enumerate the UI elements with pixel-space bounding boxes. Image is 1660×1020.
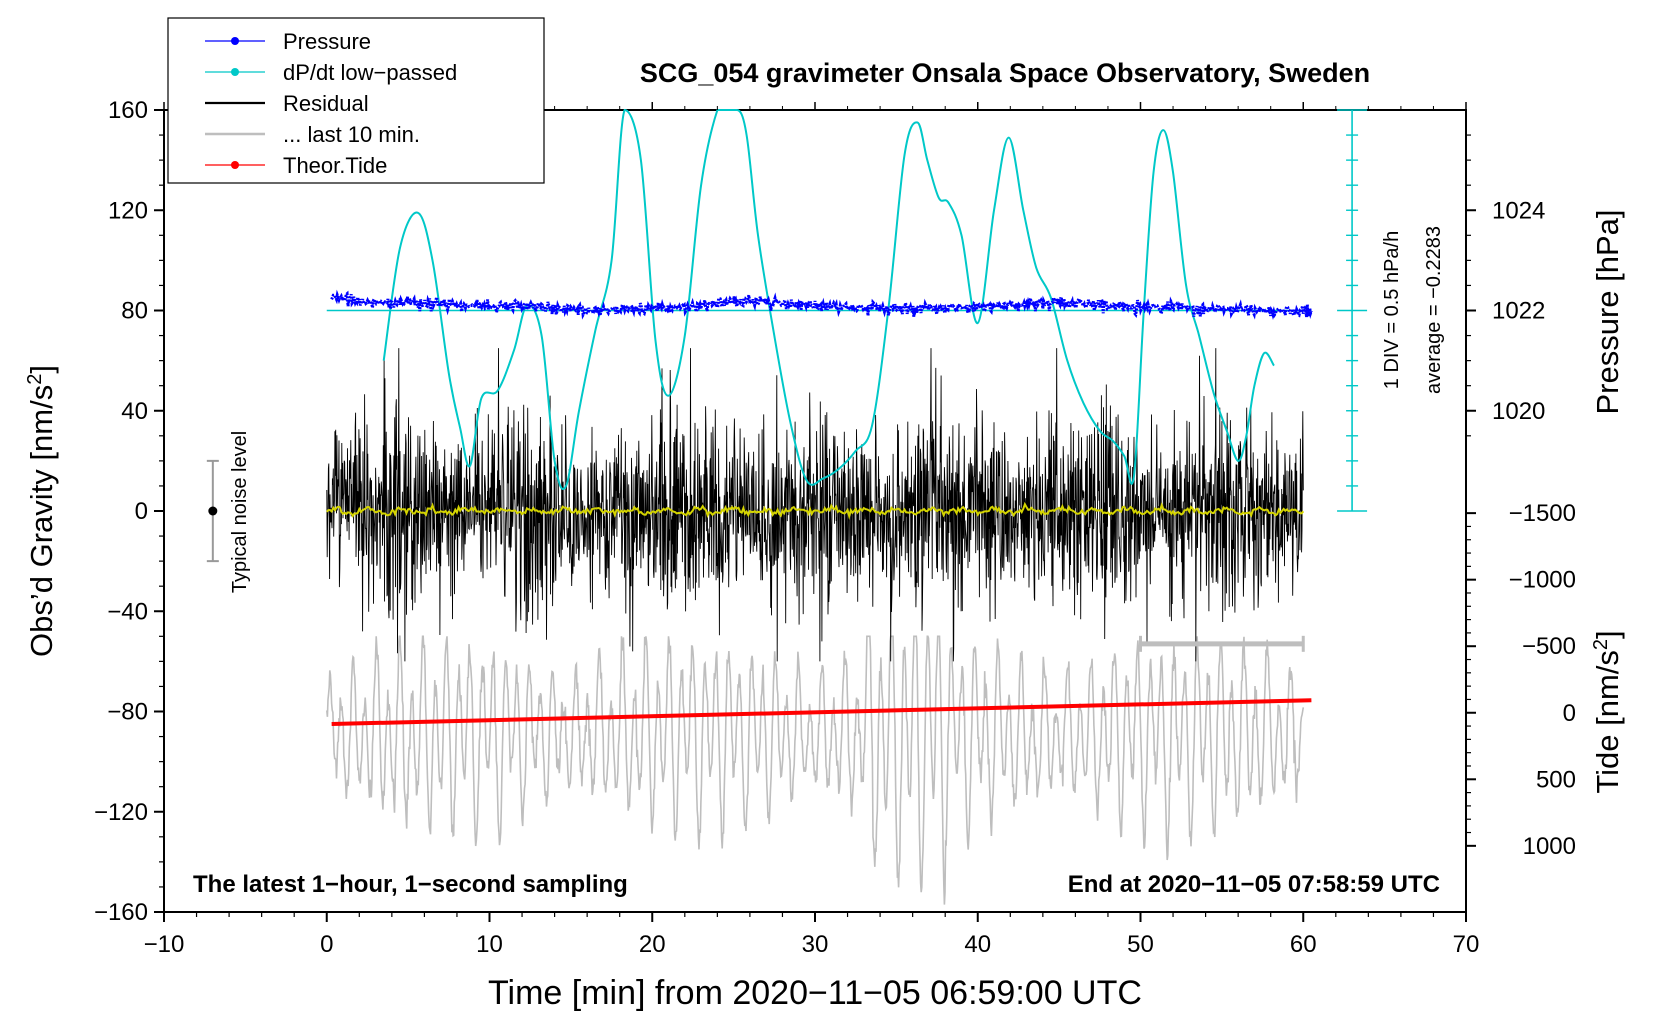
y-axis-tide: 1000 500 0 −500 −1000 −1500 xyxy=(1466,500,1576,860)
x-tick-label: 70 xyxy=(1453,931,1480,958)
last-10-min-series xyxy=(326,635,1305,905)
residual-line xyxy=(326,348,1304,662)
pressure-line xyxy=(330,289,1313,320)
x-tick-label: 20 xyxy=(639,931,666,958)
y-tick-label: 40 xyxy=(121,398,148,425)
legend-label: dP/dt low−passed xyxy=(283,60,457,85)
bottom-right-note: End at 2020−11−05 07:58:59 UTC xyxy=(1068,871,1440,898)
x-tick-label: 50 xyxy=(1127,931,1154,958)
legend-box xyxy=(167,17,545,184)
x-tick-label: 40 xyxy=(964,931,991,958)
y-axis-label-tide: Tide [nm/s2] xyxy=(1590,630,1625,793)
div-label: 1 DIV = 0.5 hPa/h xyxy=(1381,231,1403,389)
tide-tick-label: −500 xyxy=(1522,633,1576,660)
y-axis-label-gravity: Obs’d Gravity [nm/s2] xyxy=(24,365,59,657)
y-tick-label: −120 xyxy=(94,799,148,826)
x-axis-label: Time [min] from 2020−11−05 06:59:00 UTC xyxy=(488,974,1142,1012)
tide-tick-label: −1000 xyxy=(1509,567,1576,594)
x-tick-label: 30 xyxy=(802,931,829,958)
y-tick-label: −80 xyxy=(107,699,148,726)
legend-marker xyxy=(231,68,239,76)
y-tick-label: −160 xyxy=(94,899,148,926)
y-tick-label: 160 xyxy=(108,97,148,124)
annotations xyxy=(206,109,1368,652)
tide-tick-label: −1500 xyxy=(1509,500,1576,527)
legend-label: ... last 10 min. xyxy=(283,122,420,147)
legend: Pressure dP/dt low−passed Residual ... last… xyxy=(167,17,545,184)
pressure-tick-label: 1022 xyxy=(1492,298,1545,325)
y-tick-label: 0 xyxy=(135,498,148,525)
noise-level-label: Typical noise level xyxy=(229,431,251,593)
legend-marker xyxy=(231,37,239,45)
bottom-left-note: The latest 1−hour, 1−second sampling xyxy=(193,871,628,898)
x-axis: −10 0 10 20 30 40 50 60 70 xyxy=(144,102,1480,958)
theoretical-tide-series xyxy=(331,698,1312,727)
y-tick-label: 120 xyxy=(108,197,148,224)
chart-title: SCG_054 gravimeter Onsala Space Observat… xyxy=(640,58,1370,88)
residual-smoothed-series xyxy=(326,501,1305,520)
y-tick-label: −40 xyxy=(107,598,148,625)
x-tick-label: 0 xyxy=(320,931,333,958)
x-tick-label: 10 xyxy=(476,931,503,958)
legend-label: Theor.Tide xyxy=(283,153,387,178)
residual-series xyxy=(326,348,1304,662)
tide-tick-label: 0 xyxy=(1563,700,1576,727)
average-label: average = −0.2283 xyxy=(1423,226,1445,394)
y-axis-label-pressure: Pressure [hPa] xyxy=(1590,209,1625,414)
pressure-tick-label: 1020 xyxy=(1492,398,1545,425)
y-axis-gravity: −160 −120 −80 −40 0 40 80 120 160 xyxy=(94,97,164,926)
x-tick-label: −10 xyxy=(144,931,185,958)
legend-label: Pressure xyxy=(283,29,371,54)
pressure-series xyxy=(330,289,1313,320)
tide-tick-label: 500 xyxy=(1536,766,1576,793)
y-tick-label: 80 xyxy=(121,298,148,325)
residual-smoothed-line xyxy=(326,501,1305,520)
dpdt-line xyxy=(382,108,1275,491)
tide-tick-label: 1000 xyxy=(1523,833,1576,860)
last-10-min-line xyxy=(326,635,1305,905)
tide-line xyxy=(331,698,1312,727)
noise-bar-center xyxy=(208,506,218,516)
x-tick-label: 60 xyxy=(1290,931,1317,958)
legend-label: Residual xyxy=(283,91,369,116)
legend-marker xyxy=(231,161,239,169)
pressure-tick-label: 1024 xyxy=(1492,197,1545,224)
y-axis-pressure: 1020 1022 1024 xyxy=(1466,134,1545,437)
